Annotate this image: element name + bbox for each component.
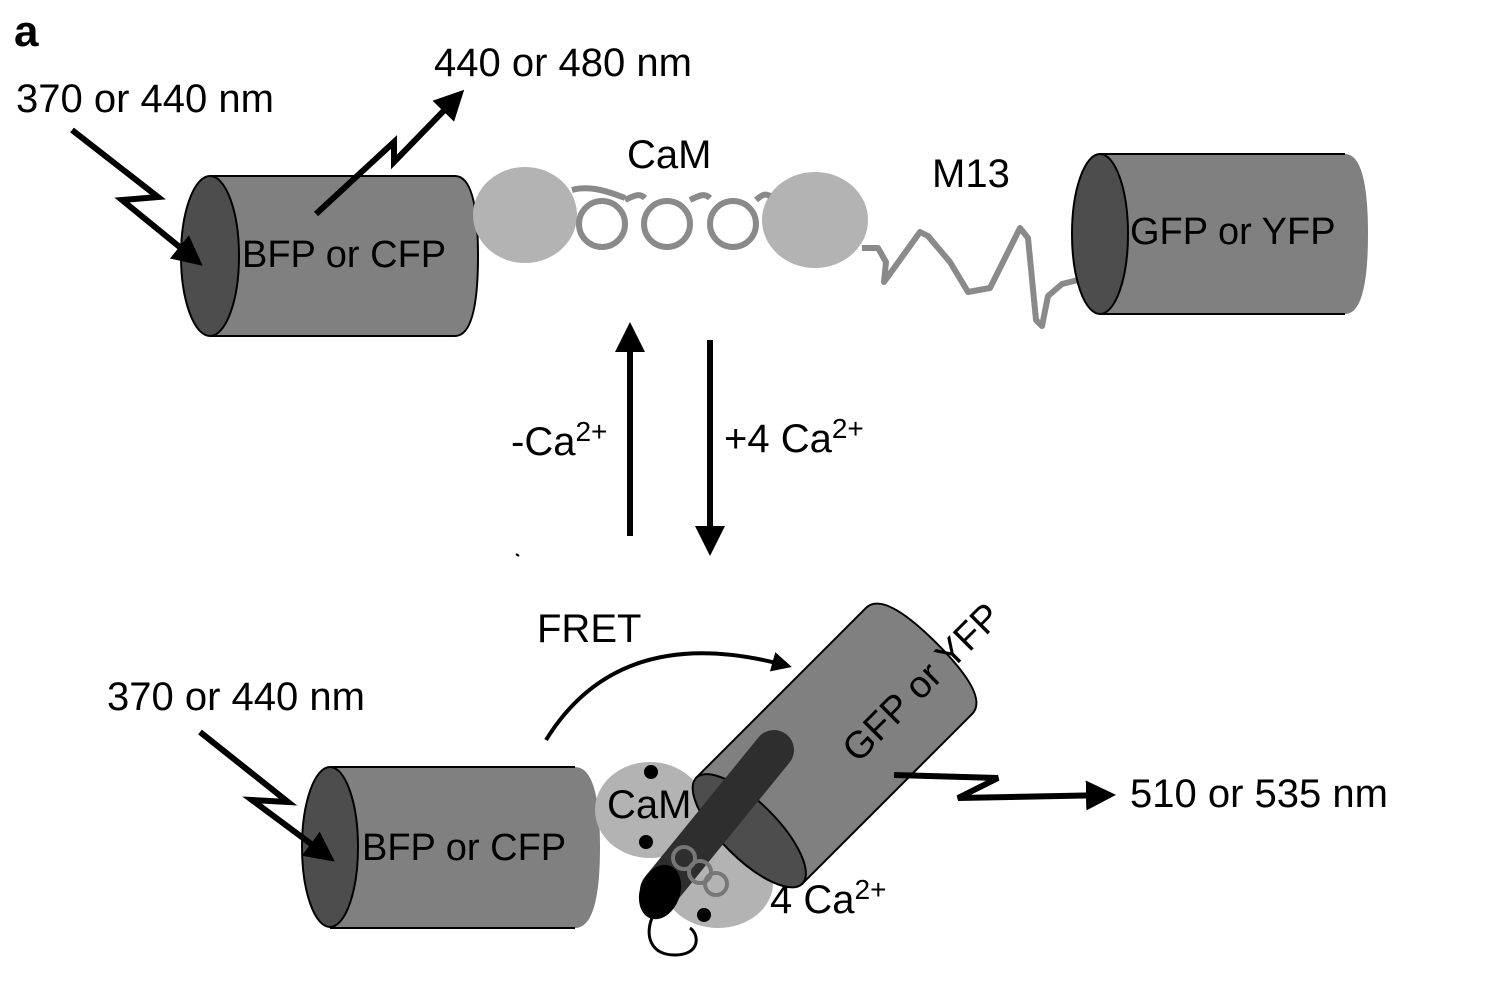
m13-label: M13 bbox=[932, 152, 1010, 196]
emission-arrow-top bbox=[313, 89, 465, 217]
fret-arrow bbox=[544, 651, 792, 742]
fret-label: FRET bbox=[537, 607, 641, 651]
calcium-label-bottom: 4 Ca2+ bbox=[770, 874, 886, 922]
excitation-arrow-bottom bbox=[198, 729, 335, 862]
cam-lobe-n-top bbox=[473, 167, 577, 263]
excitation-label-bottom: 370 or 440 nm bbox=[107, 675, 365, 719]
calcium-binding-label: +4 Ca2+ bbox=[724, 413, 864, 461]
emission-label-bottom: 510 or 535 nm bbox=[1130, 772, 1388, 816]
donor-label-top: BFP or CFP bbox=[242, 234, 446, 276]
stray-mark bbox=[515, 553, 520, 557]
emission-label-top: 440 or 480 nm bbox=[434, 41, 692, 85]
m13-linker bbox=[862, 225, 1079, 329]
donor-label-bottom: BFP or CFP bbox=[362, 827, 566, 869]
acceptor-cylinder-top bbox=[1071, 153, 1368, 315]
emission-arrow-bottom bbox=[893, 772, 1116, 811]
calcium-release-label: -Ca2+ bbox=[511, 416, 607, 464]
excitation-label-top: 370 or 440 nm bbox=[16, 77, 274, 121]
cam-label-top: CaM bbox=[627, 133, 711, 177]
excitation-arrow-top bbox=[70, 127, 203, 266]
panel-label: a bbox=[14, 7, 39, 56]
cam-lobe-n-bottom bbox=[595, 762, 705, 858]
cam-lobe-c-top bbox=[762, 172, 868, 268]
donor-cylinder-bottom bbox=[301, 766, 600, 929]
cam-helix-bottom bbox=[671, 845, 729, 897]
cam-helix-top bbox=[571, 185, 772, 250]
donor-cylinder-top bbox=[180, 175, 480, 337]
acceptor-label-top: GFP or YFP bbox=[1130, 211, 1336, 253]
cam-label-bottom: CaM bbox=[607, 783, 691, 827]
